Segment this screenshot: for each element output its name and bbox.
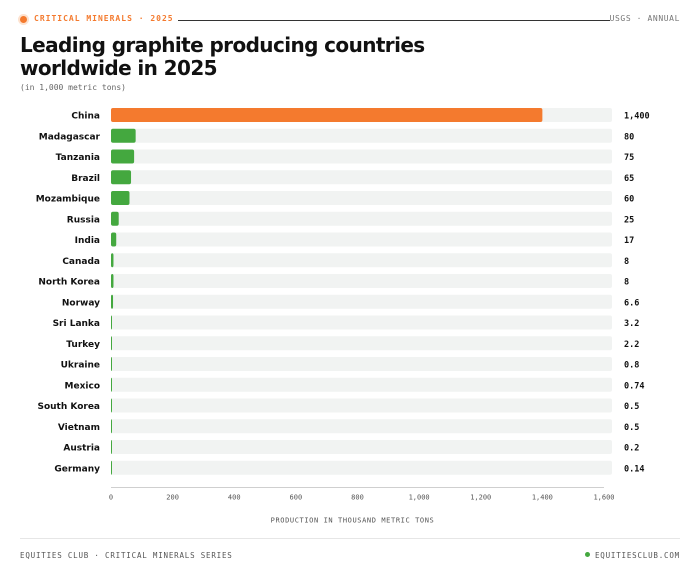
bar-track <box>111 419 612 434</box>
bar <box>111 315 112 330</box>
bar-track <box>111 440 612 454</box>
category-label: Turkey <box>66 340 100 350</box>
bar-track <box>111 128 612 143</box>
category-label: Canada <box>62 257 100 267</box>
bar <box>111 253 114 268</box>
footer-series-label: EQUITIES CLUB · CRITICAL MINERALS SERIES <box>20 551 233 560</box>
x-tick-label: 1,400 <box>532 494 553 502</box>
x-tick-label: 1,200 <box>470 494 491 502</box>
bar <box>111 398 112 413</box>
accent-dot-icon <box>20 16 27 23</box>
bar <box>111 419 112 434</box>
category-label: Mexico <box>65 381 100 391</box>
category-label: Germany <box>54 464 100 474</box>
value-label: 6.6 <box>624 298 639 308</box>
header-rule <box>178 20 610 21</box>
bar <box>111 377 112 392</box>
bar-track <box>111 170 612 185</box>
category-label: Mozambique <box>36 195 100 205</box>
bar <box>111 232 117 247</box>
x-tick-label: 1,000 <box>409 494 430 502</box>
bar <box>111 211 119 226</box>
value-label: 0.5 <box>624 402 639 412</box>
bar <box>111 274 114 288</box>
category-label: Vietnam <box>58 423 100 433</box>
bar-track <box>111 294 612 309</box>
kicker: CRITICAL MINERALS · 2025 <box>34 14 174 23</box>
value-label: 0.8 <box>624 361 639 371</box>
bar-track <box>111 232 612 247</box>
bar-track <box>111 398 612 413</box>
category-label: China <box>71 112 100 122</box>
footer-rule <box>20 538 680 539</box>
category-label: North Korea <box>38 278 100 288</box>
x-tick-label: 400 <box>228 494 241 502</box>
value-label: 75 <box>624 153 634 163</box>
value-label: 0.14 <box>624 464 644 474</box>
top-bar: CRITICAL MINERALS · 2025 USGS · ANNUAL <box>20 14 680 28</box>
category-label: Russia <box>67 215 100 225</box>
category-label: Ukraine <box>61 361 100 371</box>
bar-track <box>111 253 612 268</box>
value-label: 1,400 <box>624 112 650 122</box>
category-label: Austria <box>63 444 100 454</box>
value-label: 60 <box>624 195 634 205</box>
category-label: India <box>75 236 100 246</box>
value-label: 25 <box>624 215 634 225</box>
value-label: 17 <box>624 236 634 246</box>
x-axis-title: PRODUCTION IN THOUSAND METRIC TONS <box>271 517 435 525</box>
chart-subtitle: (in 1,000 metric tons) <box>20 83 126 92</box>
bar <box>111 336 112 351</box>
value-label: 80 <box>624 132 634 142</box>
category-label: Brazil <box>71 174 100 184</box>
status-dot-icon <box>584 552 590 557</box>
bar <box>111 357 112 371</box>
category-label: Madagascar <box>39 132 101 142</box>
bar <box>111 440 112 454</box>
x-tick-label: 800 <box>351 494 364 502</box>
x-tick-label: 1,600 <box>593 494 614 502</box>
bar-track <box>111 274 612 288</box>
x-tick-label: 200 <box>166 494 179 502</box>
bar-track <box>111 315 612 330</box>
chart-title: Leading graphite producing countries wor… <box>20 33 425 80</box>
bar-track <box>111 211 612 226</box>
bar-track <box>111 149 612 164</box>
category-label: South Korea <box>37 402 100 412</box>
category-label: Tanzania <box>56 153 100 163</box>
value-label: 65 <box>624 174 634 184</box>
bar <box>111 170 132 185</box>
bar-track <box>111 357 612 371</box>
bar-track <box>111 377 612 392</box>
value-label: 3.2 <box>624 319 639 329</box>
footer-site-label: EQUITIESCLUB.COM <box>594 551 680 560</box>
bar <box>111 108 543 122</box>
value-label: 8 <box>624 257 629 267</box>
bar-track <box>111 460 612 475</box>
x-tick-label: 0 <box>109 494 113 502</box>
bar <box>111 128 136 143</box>
footer-site: EQUITIESCLUB.COM <box>584 551 680 560</box>
bar <box>111 294 114 309</box>
value-label: 0.74 <box>624 381 644 391</box>
value-label: 0.2 <box>624 444 639 454</box>
value-label: 8 <box>624 278 629 288</box>
bar <box>111 460 112 475</box>
bar-track <box>111 191 612 205</box>
x-tick-label: 600 <box>290 494 303 502</box>
value-label: 2.2 <box>624 340 639 350</box>
bar <box>111 149 135 164</box>
bar-track <box>111 336 612 351</box>
bar <box>111 191 130 205</box>
category-label: Norway <box>62 298 100 308</box>
category-label: Sri Lanka <box>53 319 100 329</box>
value-label: 0.5 <box>624 423 639 433</box>
source-label: USGS · ANNUAL <box>609 14 680 23</box>
